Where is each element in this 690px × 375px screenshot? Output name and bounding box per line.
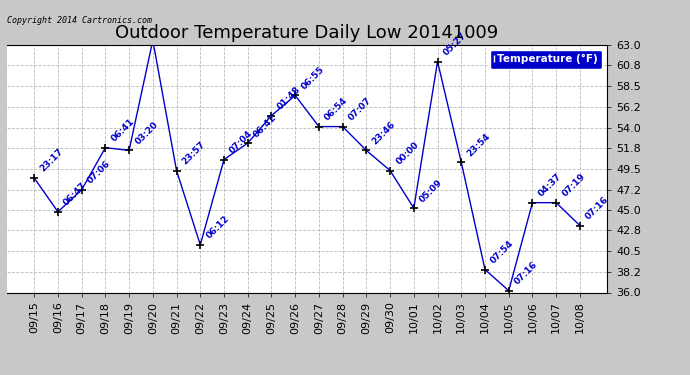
Text: 07:54: 07:54 xyxy=(489,239,516,266)
Text: 07:07: 07:07 xyxy=(347,96,373,122)
Text: 06:41: 06:41 xyxy=(110,117,136,144)
Text: 06:54: 06:54 xyxy=(323,96,350,122)
Text: 01:48: 01:48 xyxy=(275,85,302,111)
Text: 07:19: 07:19 xyxy=(560,172,587,198)
Legend: Temperature (°F): Temperature (°F) xyxy=(490,50,602,69)
Text: 03:20: 03:20 xyxy=(133,120,159,146)
Text: 23:57: 23:57 xyxy=(181,140,208,166)
Text: 23:46: 23:46 xyxy=(371,120,397,146)
Text: 07:16: 07:16 xyxy=(513,260,540,286)
Text: 06:55: 06:55 xyxy=(299,65,326,91)
Text: 23:17: 23:17 xyxy=(39,147,65,174)
Text: 00:00: 00:00 xyxy=(394,140,420,166)
Text: 06:14: 06:14 xyxy=(0,374,1,375)
Text: 06:42: 06:42 xyxy=(252,112,279,139)
Text: 07:06: 07:06 xyxy=(86,159,112,186)
Text: Copyright 2014 Cartronics.com: Copyright 2014 Cartronics.com xyxy=(7,16,152,25)
Text: 23:54: 23:54 xyxy=(466,132,492,158)
Text: 07:16: 07:16 xyxy=(584,195,611,221)
Text: 05:09: 05:09 xyxy=(418,177,444,204)
Text: 06:12: 06:12 xyxy=(204,214,231,241)
Text: 06:47: 06:47 xyxy=(62,181,89,208)
Text: 07:04: 07:04 xyxy=(228,129,255,155)
Title: Outdoor Temperature Daily Low 20141009: Outdoor Temperature Daily Low 20141009 xyxy=(115,24,499,42)
Text: 05:27: 05:27 xyxy=(442,31,469,57)
Text: 04:37: 04:37 xyxy=(537,172,563,198)
